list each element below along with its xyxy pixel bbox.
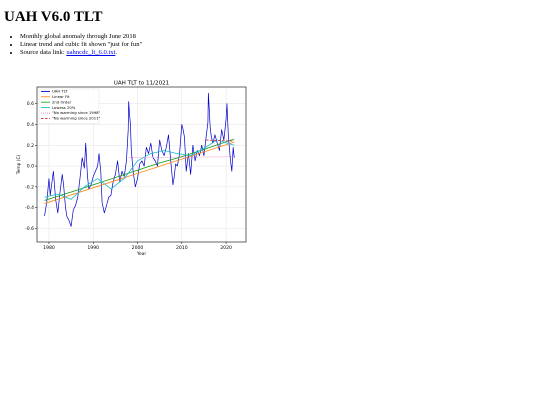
series-line-1 [44, 141, 235, 204]
x-tick-label: 1980 [43, 245, 55, 251]
y-tick-label: -0.2 [25, 184, 34, 190]
axes-layer: 1980 1990 2000 2010 2020 -0.6 -0.4 -0.2 0.0 0.2 0.… [25, 101, 232, 251]
legend-label: "No warming since 2011" [52, 116, 101, 121]
legend-label: 2nd Order [52, 99, 72, 104]
notes-list: Monthly global anomaly through June 2018… [11, 33, 142, 57]
legend-label: Linear Fit [52, 94, 70, 99]
x-tick-label: 2000 [132, 245, 144, 251]
note-item: Monthly global anomaly through June 2018 [20, 33, 142, 41]
legend-label: UAH TLT [52, 89, 68, 94]
legend-box [38, 88, 100, 124]
y-axis-label: Temp (C) [16, 154, 22, 175]
y-tick-label: 0.6 [27, 101, 34, 107]
note-suffix: . [115, 48, 118, 56]
plot-frame [36, 86, 247, 243]
note-text: Monthly global anomaly through June 2018 [20, 33, 136, 40]
y-tick-label: 0.2 [27, 143, 34, 149]
note-item: Source data link: uahncdc_lt_6.0.txt. [20, 49, 142, 57]
y-tick-label: 0.0 [27, 164, 34, 170]
series-line-5 [206, 139, 235, 142]
y-tick-label: -0.4 [25, 205, 34, 211]
note-text: Linear trend and cubic fit shown "just f… [20, 40, 143, 48]
y-tick-label: -0.6 [25, 226, 34, 232]
x-tick-label: 1990 [87, 245, 99, 251]
chart-title: UAH TLT to 11/2021 [114, 81, 170, 87]
x-axis-label: Year [136, 251, 146, 257]
series-line-0 [44, 92, 235, 227]
chart-svg: 1980 1990 2000 2010 2020 -0.6 -0.4 -0.2 0.0 0.2 0.… [16, 81, 247, 257]
legend-label: "No warming since 1998" [52, 110, 101, 115]
x-tick-label: 2010 [176, 245, 188, 251]
note-text: Source data link: [20, 48, 67, 56]
series-line-3 [44, 139, 235, 200]
x-tick-label: 2020 [220, 245, 232, 251]
series-line-4 [128, 156, 235, 159]
series-line-2 [44, 138, 235, 201]
page-title: UAH V6.0 TLT [4, 9, 103, 25]
temperature-chart: 1980 1990 2000 2010 2020 -0.6 -0.4 -0.2 0.0 0.2 0.… [13, 77, 250, 259]
note-item: Linear trend and cubic fit shown "just f… [20, 41, 142, 49]
legend-label: Lowess 20% [52, 105, 76, 110]
series-layer [44, 92, 235, 227]
source-data-link[interactable]: uahncdc_lt_6.0.txt [66, 48, 116, 56]
y-tick-label: 0.4 [27, 122, 34, 128]
